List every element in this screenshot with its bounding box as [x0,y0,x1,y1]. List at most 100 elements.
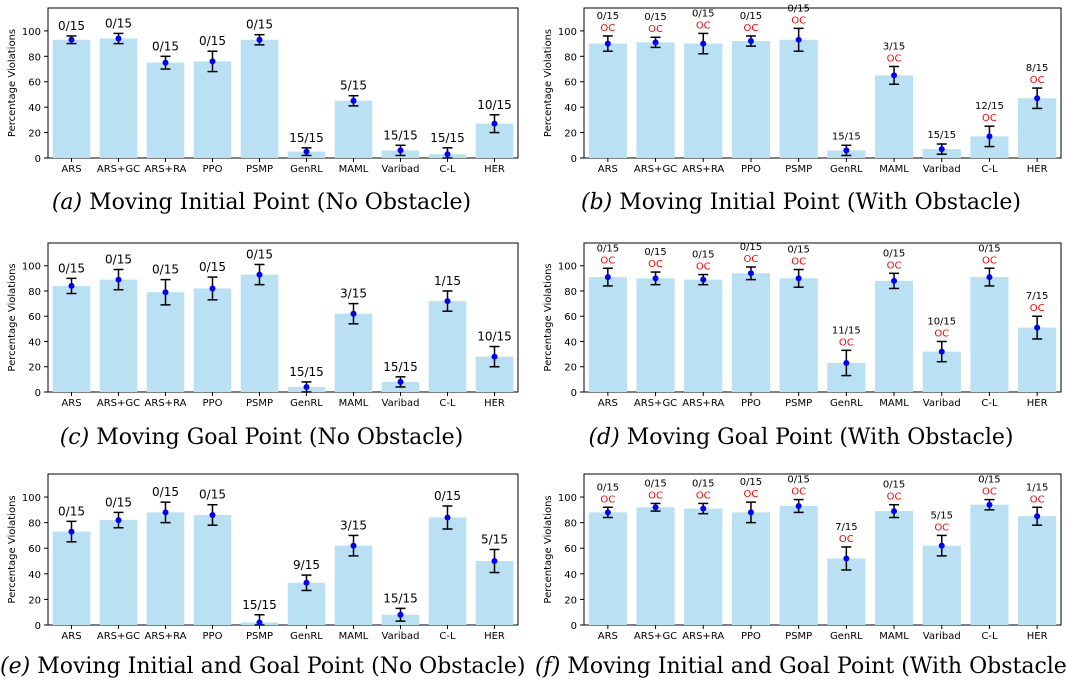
chart-panel-f: 0 20 40 60 80 100 Percentage Violations ARS OC 0/… [535,467,1067,685]
bar [684,43,723,159]
success-count-label: 0/15 [740,477,762,488]
plot-frame [583,242,1062,393]
chart-caption-c: (c) Moving Goal Point (No Obstacle) [0,425,523,450]
chart-panel-a: 0 20 40 60 80 100 Percentage Violations ARS 0/15… [0,0,523,228]
x-tick-label: Varibad [382,398,420,409]
oc-label: OC [648,259,663,270]
success-count-label: 0/15 [740,11,762,22]
x-tick-label: ARS [598,631,618,642]
mean-point [843,147,850,154]
chart-a-svg: 0 20 40 60 80 100 Percentage Violations ARS 0/15… [7,7,519,175]
success-count-label: 0/15 [978,475,1000,486]
caption-text: Moving Initial Point (No Obstacle) [89,190,472,215]
x-tick-label: C-L [439,631,456,642]
oc-label: OC [600,23,615,34]
bar [1018,516,1057,625]
mean-point [256,619,263,626]
bar [52,531,91,625]
oc-label: OC [696,490,711,501]
y-tick-label: 20 [28,363,41,374]
success-count-label: 0/15 [246,18,273,32]
success-count-label: 15/15 [383,591,418,605]
chart-c-svg: 0 20 40 60 80 100 Percentage Violations ARS 0/15… [7,242,519,409]
success-count-label: 5/15 [481,533,508,547]
y-tick-label: 20 [564,595,577,606]
bar [99,38,138,158]
mean-point [938,146,945,153]
success-count-label: 0/15 [787,3,809,14]
caption-tag: (c) [59,425,90,450]
x-tick-label: MAML [879,398,909,409]
success-count-label: 15/15 [832,131,861,142]
x-tick-label: MAML [879,631,909,642]
chart-panel-e: 0 20 40 60 80 100 Percentage Violations ARS 0/15… [0,467,526,685]
x-tick-label: PSMP [785,164,812,175]
y-tick-label: 60 [564,78,577,89]
success-count-label: 0/15 [105,16,132,30]
success-count-label: 0/15 [58,261,85,275]
x-tick-label: PPO [741,164,761,175]
mean-point [938,542,945,549]
bar [684,279,723,392]
x-tick-label: PSMP [246,631,273,642]
chart-e-svg: 0 20 40 60 80 100 Percentage Violations ARS 0/15… [7,473,519,642]
bar [970,277,1009,392]
y-tick-label: 20 [564,129,577,140]
bar [52,285,91,392]
mean-point [256,271,263,278]
success-count-label: 12/15 [975,101,1004,112]
y-tick-label: 20 [28,595,41,606]
mean-point [397,378,404,385]
y-tick-label: 0 [35,621,41,632]
mean-point [397,147,404,154]
bar [684,508,723,625]
y-tick-label: 20 [28,129,41,140]
success-count-label: 0/15 [199,488,226,502]
mean-point [700,276,707,283]
bar [428,517,467,625]
mean-point [303,148,310,155]
mean-point [115,35,122,42]
success-count-label: 0/15 [58,19,85,33]
y-axis-label: Percentage Violations [7,29,18,137]
bar [731,512,771,625]
y-tick-label: 80 [564,52,577,63]
mean-point [491,353,498,360]
y-tick-label: 60 [564,544,577,555]
success-count-label: 8/15 [1026,63,1048,74]
x-tick-label: ARS [598,398,618,409]
mean-point [795,502,802,509]
x-tick-label: Varibad [923,631,961,642]
oc-label: OC [791,15,806,26]
success-count-label: 10/15 [477,98,512,112]
y-tick-label: 40 [564,103,577,114]
success-count-label: 0/15 [740,242,762,253]
x-tick-label: HER [484,398,505,409]
success-count-label: 0/15 [152,263,179,277]
oc-label: OC [934,328,949,339]
x-tick-label: GenRL [290,164,323,175]
chart-caption-e: (e) Moving Initial and Goal Point (No Ob… [0,654,526,679]
y-tick-label: 100 [558,493,577,504]
x-tick-label: ARS [61,398,81,409]
success-count-label: 0/15 [152,39,179,53]
success-count-label: 7/15 [835,522,857,533]
mean-point [115,276,122,283]
bar [588,43,627,159]
bar [52,39,91,158]
mean-point [604,40,611,47]
x-tick-label: ARS+RA [682,164,724,175]
mean-point [747,38,754,45]
success-count-label: 15/15 [927,130,956,141]
bar [970,504,1009,625]
x-tick-label: MAML [339,398,369,409]
oc-label: OC [696,262,711,273]
caption-tag: (b) [580,190,613,215]
success-count-label: 0/15 [644,12,666,23]
y-tick-label: 40 [564,570,577,581]
oc-label: OC [744,254,759,265]
oc-label: OC [1030,494,1045,505]
caption-text: Moving Initial Point (With Obstacle) [619,190,1022,215]
bar [146,512,185,625]
